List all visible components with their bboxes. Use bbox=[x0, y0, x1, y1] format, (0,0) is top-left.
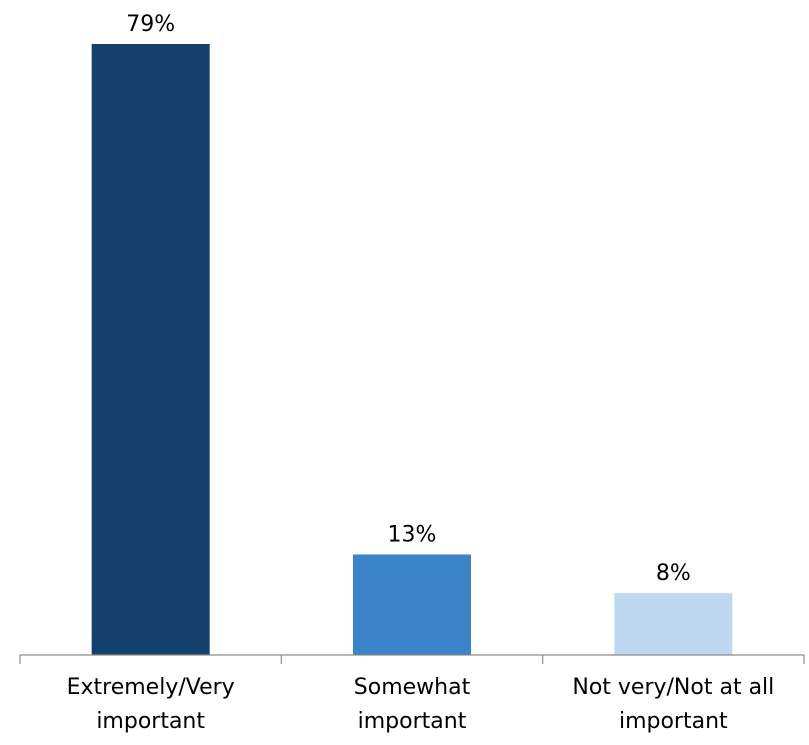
category-label: important bbox=[358, 709, 467, 734]
category-label: Extremely/Very bbox=[67, 675, 235, 700]
bar bbox=[614, 593, 733, 655]
category-label: important bbox=[96, 709, 205, 734]
bars-group bbox=[91, 44, 733, 655]
x-axis-ticks bbox=[19, 655, 805, 664]
value-label: 79% bbox=[126, 12, 175, 37]
value-label: 8% bbox=[656, 561, 691, 586]
value-label: 13% bbox=[388, 522, 437, 547]
category-label: Not very/Not at all bbox=[572, 675, 774, 700]
category-labels-group: Extremely/Very important Somewhat important… bbox=[67, 675, 775, 734]
category-label: important bbox=[619, 709, 728, 734]
bar bbox=[91, 44, 210, 655]
value-labels-group: 79% 13% 8% bbox=[126, 12, 691, 586]
category-label: Somewhat bbox=[354, 675, 471, 700]
bar bbox=[353, 554, 471, 655]
